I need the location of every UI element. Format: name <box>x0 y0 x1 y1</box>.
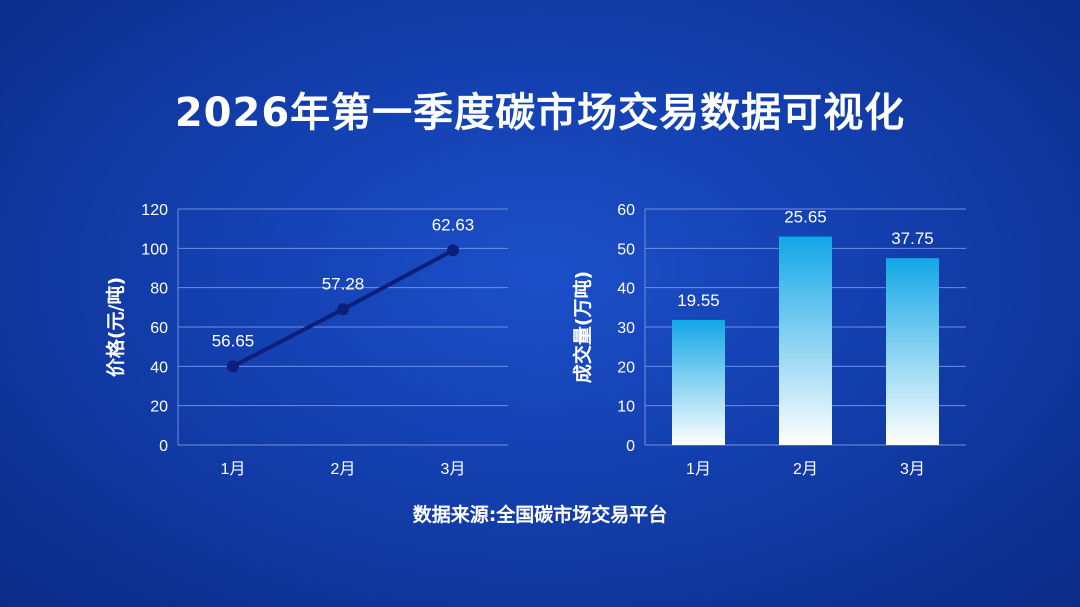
y-tick-label: 50 <box>617 241 635 258</box>
x-tick-label: 3月 <box>900 461 925 478</box>
y-tick-label: 120 <box>141 202 168 219</box>
y-tick-label: 20 <box>150 399 168 416</box>
y-tick-label: 80 <box>150 281 168 298</box>
y-tick-label: 20 <box>617 359 635 376</box>
data-label: 25.65 <box>784 208 827 227</box>
volume-bar-chart: 0 10 20 30 40 50 60 成交量(万吨) 19.55 1月 25.65 2月 37.75 3… <box>571 202 966 478</box>
x-tick-label: 3月 <box>441 461 466 478</box>
data-label: 19.55 <box>677 291 720 310</box>
y-axis-label: 成交量(万吨) <box>571 271 594 383</box>
data-label: 57.28 <box>322 274 365 293</box>
y-tick-label: 0 <box>626 438 635 455</box>
price-line-chart: 0 20 40 60 80 100 120 价格(元/吨) 56.65 1月 57.28 2月 62.6… <box>104 202 508 478</box>
volume-bar <box>779 236 832 445</box>
volume-bar <box>672 319 725 445</box>
data-point <box>447 244 459 257</box>
y-tick-label: 60 <box>150 320 168 337</box>
y-tick-label: 0 <box>159 438 168 455</box>
x-tick-label: 2月 <box>331 461 356 478</box>
x-tick-label: 1月 <box>221 461 246 478</box>
y-tick-label: 10 <box>617 399 635 416</box>
y-tick-label: 60 <box>617 202 635 219</box>
page-title: 2026年第一季度碳市场交易数据可视化 <box>174 90 906 136</box>
y-axis-label: 价格(元/吨) <box>104 277 127 377</box>
data-point <box>337 303 349 316</box>
y-tick-label: 40 <box>617 281 635 298</box>
data-label: 62.63 <box>432 215 475 234</box>
data-label: 56.65 <box>212 331 255 350</box>
y-tick-label: 40 <box>150 359 168 376</box>
y-tick-label: 100 <box>141 241 168 258</box>
data-source-note: 数据来源:全国碳市场交易平台 <box>412 504 668 526</box>
data-point <box>227 360 239 373</box>
data-label: 37.75 <box>891 229 934 248</box>
y-tick-label: 30 <box>617 320 635 337</box>
x-tick-label: 2月 <box>793 461 818 478</box>
volume-bar <box>886 258 939 445</box>
x-tick-label: 1月 <box>686 461 711 478</box>
